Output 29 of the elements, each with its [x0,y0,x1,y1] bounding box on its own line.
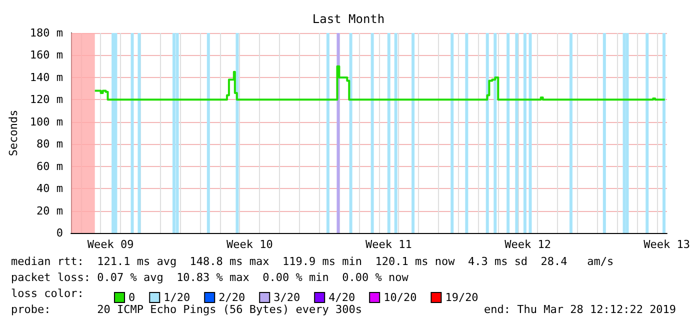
y-tick-label: 20 m [36,204,64,218]
y-tick-label: 140 m [30,70,64,84]
y-tick-label: 180 m [30,26,64,40]
legend-label: 10/20 [384,291,417,304]
legend-label: 0 [128,291,136,304]
x-tick-label: Week 10 [226,238,273,251]
chart-title: Last Month [312,12,385,26]
y-tick-label: 60 m [36,160,64,173]
legend-label: 1/20 [164,291,190,304]
y-tick-label: 160 m [30,48,64,62]
x-tick-label: Week 11 [366,238,412,251]
x-tick-label: Week 12 [504,238,551,251]
x-tick-label: Week 09 [87,238,134,251]
text: probe: 20 ICMP Echo Pings (56 Bytes) every 300s [11,303,362,316]
y-tick-label: 40 m [36,182,64,196]
x-tick-label: Week 13 [644,238,690,251]
y-tick-label: 100 m [30,115,64,128]
y-tick-label: 120 m [30,93,64,106]
text: loss color: [11,287,84,300]
text: end: Thu Mar 28 12:12:22 2019 [484,303,676,316]
y-tick-label: 0 [56,226,64,240]
text: median rtt: 121.1 ms avg 148.8 ms max 119.9 ms min 120.1 ms now 4.3 ms sd 28.4 am/s [11,255,614,268]
legend-label: 2/20 [218,291,246,304]
y-tick-label: 80 m [36,138,64,151]
text: packet loss: 0.07 % avg 10.83 % max 0.00 % min 0.00 % now [11,271,409,284]
legend-label: 19/20 [445,291,478,304]
y-axis-title: Seconds [7,110,20,156]
legend-label: 3/20 [274,291,300,304]
legend-label: 4/20 [328,291,356,304]
